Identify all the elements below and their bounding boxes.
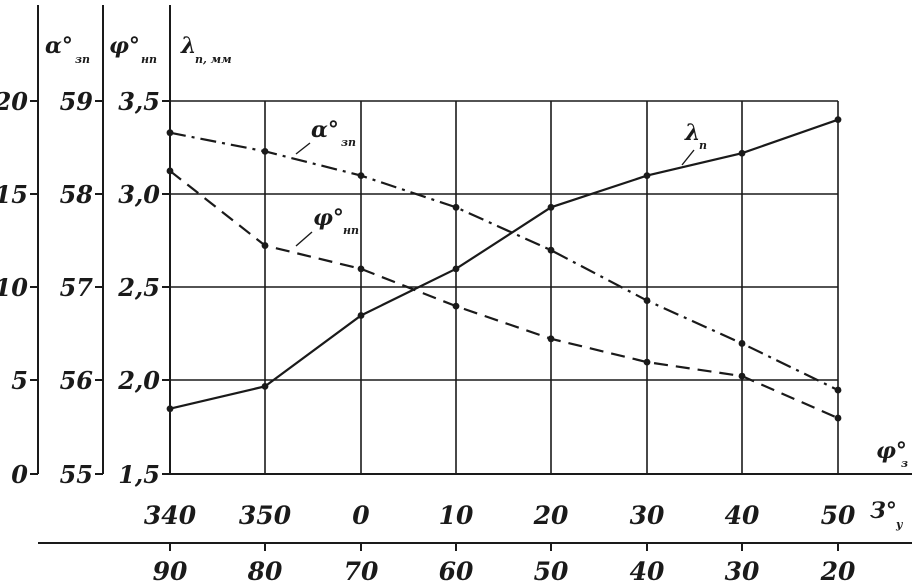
series-lambda-label-sub: п: [699, 139, 707, 152]
series-lambda-point: [834, 116, 842, 124]
alpha-axis-label: α°: [45, 33, 73, 59]
series-phi_np-point: [166, 167, 174, 175]
lambda-tick-label: 2,0: [117, 366, 160, 395]
phi_np-tick-label: 55: [60, 460, 93, 489]
series-lambda-point: [166, 405, 174, 413]
lambda-tick-label: 3,0: [118, 180, 160, 209]
alpha-tick-label: 15: [0, 180, 28, 209]
series-phi_np-point: [643, 358, 651, 366]
phi-z-tick-label: 340: [144, 501, 197, 530]
series-alpha-leader: [295, 142, 311, 155]
z-y-axis-label-sub: у: [895, 518, 904, 531]
series-phi_np-point: [452, 302, 460, 310]
phi-z-axis-label-sub: з: [901, 457, 908, 470]
series-alpha-point: [452, 203, 460, 211]
lambda-tick-label: 2,5: [117, 273, 160, 302]
series-lambda-point: [547, 203, 555, 211]
series-alpha-point: [738, 340, 746, 347]
phi_np-tick-label: 59: [60, 87, 94, 116]
series-phi_np-leader: [295, 231, 313, 247]
series-lambda-leader: [681, 149, 695, 166]
series-alpha-line: [169, 131, 839, 392]
phi-z-tick-label: 20: [533, 501, 569, 530]
z-y-tick-label: 70: [344, 557, 379, 583]
series-phi_np-line: [169, 170, 839, 420]
series-phi_np-point: [357, 265, 365, 273]
phi-z-tick-label: 0: [352, 501, 370, 530]
series-alpha-label: α°: [311, 117, 339, 143]
grid: [170, 100, 839, 474]
series-alpha-label-sub: зп: [341, 136, 356, 149]
z-y-tick-label: 50: [534, 557, 569, 583]
series-alpha-point: [834, 386, 842, 394]
series-labels: λп α° зп φ° нп: [295, 117, 707, 247]
phi_np-tick-label: 56: [60, 366, 94, 395]
series-lambda-point: [643, 172, 651, 180]
phi_np-tick-label: 58: [60, 180, 94, 209]
z-y-tick-label: 90: [153, 557, 188, 583]
series: [166, 116, 842, 422]
phi-z-tick-label: 50: [821, 501, 856, 530]
phi-np-axis-label-sub: нп: [141, 53, 157, 66]
series-alpha-point: [643, 297, 651, 304]
series-lambda-point: [357, 312, 365, 319]
lambda-axis-label: λ: [180, 33, 196, 59]
series-lambda-point: [452, 265, 460, 273]
lambda-axis-label-sub: п, мм: [195, 53, 232, 66]
series-lambda-point: [738, 149, 746, 157]
z-y-tick-label: 60: [439, 557, 474, 583]
z-y-axis-label: З°: [870, 498, 897, 524]
alpha-tick-label: 20: [0, 87, 28, 116]
series-alpha-point: [357, 172, 365, 180]
alpha-tick-label: 5: [11, 366, 28, 395]
phi-z-tick-label: 350: [239, 501, 292, 530]
series-alpha-point: [547, 246, 555, 254]
series-phi_np-point: [834, 414, 842, 422]
alpha-tick-label: 10: [0, 273, 28, 302]
lambda-tick-label: 3,5: [118, 87, 160, 116]
phi-z-axis-label: φ°: [876, 438, 907, 464]
phi-np-axis-label: φ°: [109, 33, 140, 59]
series-phi_np-label: φ°: [313, 205, 344, 231]
series-phi_np-point: [738, 372, 746, 380]
z-y-tick-label: 40: [630, 557, 665, 583]
series-alpha-point: [166, 129, 174, 137]
lambda-tick-label: 1,5: [118, 460, 160, 489]
series-phi_np-point: [261, 242, 269, 249]
tick-labels: 2015105059585756553,53,02,52,01,53403500…: [0, 87, 856, 583]
z-y-tick-label: 80: [247, 557, 283, 583]
phi-z-tick-label: 40: [725, 501, 760, 530]
series-lambda-line: [169, 118, 839, 410]
phi-z-tick-label: 30: [630, 501, 665, 530]
series-lambda-label: λ: [684, 120, 700, 146]
phi-z-tick-label: 10: [439, 501, 474, 530]
alpha-axis-label-sub: зп: [75, 53, 90, 66]
series-lambda-point: [261, 382, 269, 390]
axes: [30, 5, 912, 551]
series-phi_np-label-sub: нп: [343, 224, 359, 237]
alpha-tick-label: 0: [11, 460, 28, 489]
series-alpha-point: [261, 147, 269, 155]
z-y-tick-label: 20: [820, 557, 856, 583]
z-y-tick-label: 30: [725, 557, 760, 583]
series-phi_np-point: [547, 335, 555, 343]
phi_np-tick-label: 57: [60, 273, 94, 302]
